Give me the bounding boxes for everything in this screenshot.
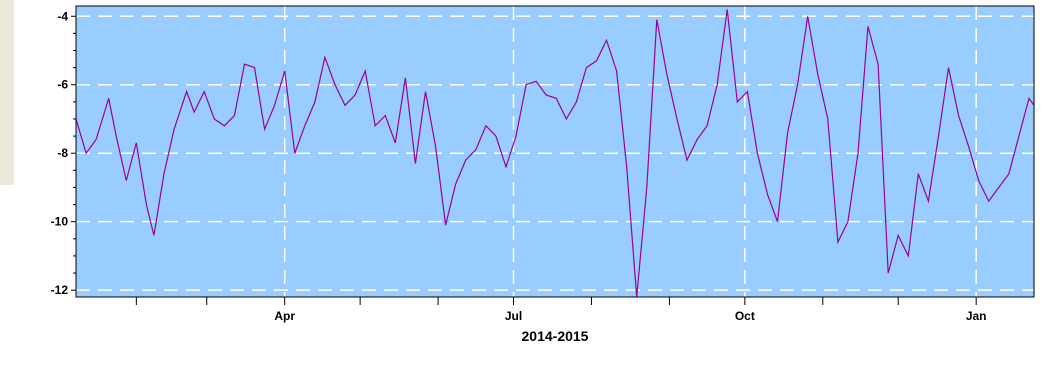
left-panel-strip [0,185,14,370]
y-tick-label: -8 [57,146,68,160]
vertical-grid [283,6,977,297]
x-tick-label: Oct [735,309,755,323]
series-line [75,9,1035,298]
y-tick-label: -10 [51,215,69,229]
chart-frame: -4 -6 -8 -10 -12 Apr Jul Oct Jan 2014-2015 [14,0,1061,370]
y-tick-label: -12 [51,283,69,297]
y-axis: -4 -6 -8 -10 -12 [51,9,76,297]
chart-svg: -4 -6 -8 -10 -12 Apr Jul Oct Jan 2014-2015 [51,5,1035,344]
y-tick-label: -6 [57,78,68,92]
horizontal-grid [76,15,1034,291]
x-axis: Apr Jul Oct Jan [135,297,987,323]
x-tick-label: Jan [966,309,987,323]
y-tick-label: -4 [57,9,68,23]
plot-area [76,6,1034,297]
x-tick-label: Jul [505,309,522,323]
plot-border [75,5,1035,298]
x-tick-label: Apr [274,309,295,323]
x-axis-title: 2014-2015 [522,328,589,344]
